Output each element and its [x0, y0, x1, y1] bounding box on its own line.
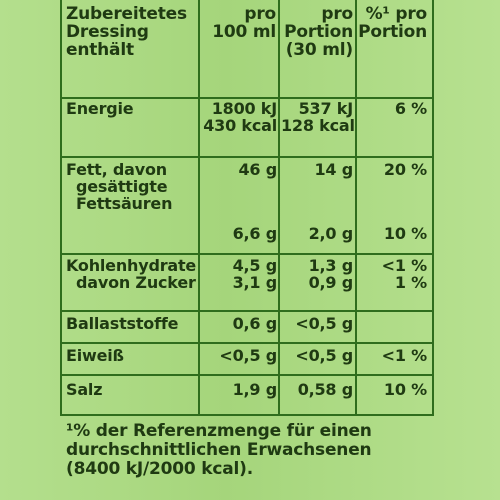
nutrient-label-energy: Energie	[66, 99, 198, 118]
carbohydrates-per-portion: 1,3 g 0,9 g	[281, 256, 354, 292]
value-line: 1,3 g	[308, 256, 354, 275]
header-line: Portion	[358, 21, 427, 42]
fiber-per-100ml: 0,6 g	[232, 314, 278, 333]
nutrient-label-line: gesättigte	[76, 176, 168, 196]
protein-per-100ml: <0,5 g	[219, 346, 277, 365]
table-row-divider	[60, 374, 434, 376]
fat-per-portion: 14 g	[314, 160, 354, 179]
footnote-line: durchschnittlichen Erwachsenen	[66, 440, 372, 461]
header-line: Portion	[284, 21, 353, 42]
header-line: pro	[244, 4, 276, 24]
footnote-line: ¹% der Referenzmenge für einen	[66, 421, 372, 441]
protein-per-portion: <0,5 g	[295, 346, 353, 365]
nutrition-table	[60, 0, 434, 416]
value-line: 430 kcal	[203, 115, 277, 135]
fat-per-100ml: 46 g	[238, 160, 278, 179]
header-line: Zubereitetes	[66, 4, 187, 24]
saturated-fat-per-portion: 2,0 g	[308, 224, 354, 243]
fiber-per-portion: <0,5 g	[295, 314, 353, 333]
value-line: 1800 kJ	[211, 99, 277, 118]
table-column-divider	[198, 0, 200, 416]
nutrient-label-line: Fettsäuren	[76, 193, 173, 213]
value-line: 128 kcal	[281, 115, 355, 135]
value-line: 0,9 g	[308, 272, 354, 292]
nutrient-label-salt: Salz	[66, 380, 103, 399]
nutrient-label-carbohydrates: Kohlenhydrate davon Zucker	[66, 256, 198, 292]
nutrient-label-protein: Eiweiß	[66, 346, 124, 365]
nutrient-label-fiber: Ballaststoffe	[66, 314, 179, 333]
table-row-divider	[60, 310, 434, 312]
table-row-divider	[60, 97, 434, 99]
table-row-divider	[60, 156, 434, 158]
header-line: pro	[321, 4, 353, 24]
header-line: enthält	[66, 39, 134, 60]
table-header-per-100ml: pro 100 ml	[201, 4, 276, 42]
header-line: Dressing	[66, 21, 149, 42]
nutrient-label-line: Fett, davon	[66, 160, 167, 179]
table-row-divider	[60, 342, 434, 344]
table-header-per-portion: pro Portion (30 ml)	[281, 4, 353, 60]
footnote-line: (8400 kJ/2000 kcal).	[66, 459, 253, 480]
table-row-divider	[60, 414, 434, 416]
value-line: <1 %	[381, 256, 428, 275]
table-row-divider	[60, 253, 434, 255]
header-line: %¹ pro	[365, 4, 428, 24]
nutrient-label-fat: Fett, davon gesättigte Fettsäuren	[66, 160, 198, 213]
salt-per-100ml: 1,9 g	[232, 380, 278, 399]
table-header-nutrient: Zubereitetes Dressing enthält	[66, 4, 198, 60]
protein-percent-per-portion: <1 %	[381, 346, 428, 365]
energy-percent-per-portion: 6 %	[394, 99, 427, 118]
salt-per-portion: 0,58 g	[297, 380, 354, 399]
saturated-fat-percent-per-portion: 10 %	[383, 224, 427, 243]
salt-percent-per-portion: 10 %	[383, 380, 427, 399]
carbohydrates-per-100ml: 4,5 g 3,1 g	[201, 256, 278, 292]
table-column-divider	[278, 0, 280, 416]
energy-per-100ml: 1800 kJ 430 kcal	[201, 99, 277, 135]
saturated-fat-per-100ml: 6,6 g	[232, 224, 278, 243]
energy-per-portion: 537 kJ 128 kcal	[281, 99, 355, 135]
table-header-percent-per-portion: %¹ pro Portion	[357, 4, 428, 42]
header-line: 100 ml	[212, 21, 276, 42]
reference-intake-footnote: ¹% der Referenzmenge für einen durchschn…	[66, 421, 486, 480]
value-line: 1 %	[394, 272, 427, 292]
carbohydrates-percent-per-portion: <1 % 1 %	[357, 256, 428, 292]
fat-percent-per-portion: 20 %	[383, 160, 427, 179]
header-line: (30 ml)	[285, 39, 353, 60]
value-line: 537 kJ	[298, 99, 354, 118]
table-column-divider	[355, 0, 357, 416]
value-line: 4,5 g	[232, 256, 278, 275]
nutrient-label-line: Energie	[66, 99, 134, 118]
nutrient-label-line: Kohlenhydrate	[66, 256, 197, 275]
value-line: 3,1 g	[232, 272, 278, 292]
nutrient-label-line: davon Zucker	[76, 272, 196, 292]
